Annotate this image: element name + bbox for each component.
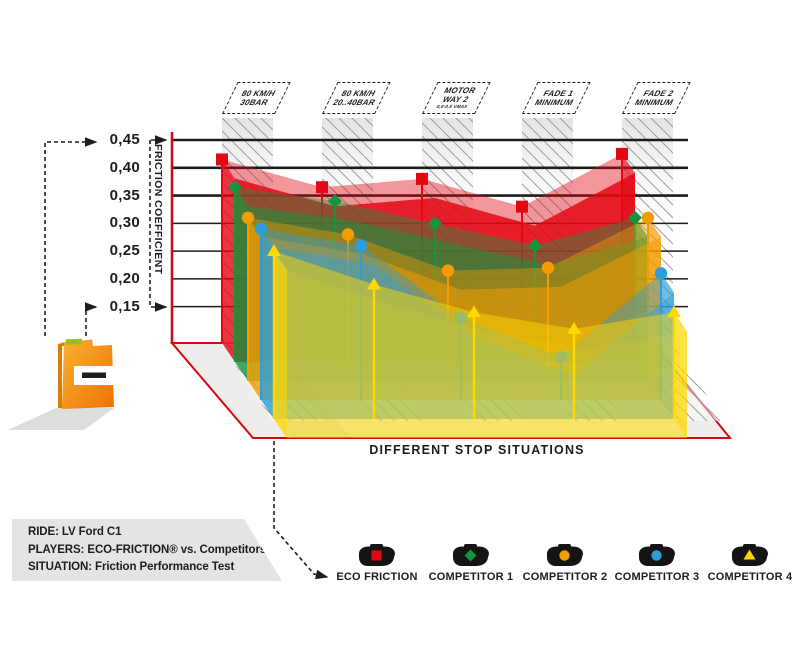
marker-competitor-4-c2	[367, 277, 381, 290]
marker-competitor-2-c5	[641, 211, 655, 224]
folder-tab	[65, 338, 83, 345]
axis-range-dashed-guides	[44, 135, 329, 580]
marker-eco-friction-c3	[416, 172, 428, 185]
marker-competitor-1-c5	[628, 210, 642, 225]
marker-competitor-1-c2	[328, 194, 342, 209]
minus-icon	[82, 372, 106, 378]
series-competitor-4	[267, 244, 687, 438]
marker-competitor-4-c1	[267, 244, 281, 257]
marker-competitor-3-c2	[354, 239, 368, 252]
marker-competitor-4-c4	[567, 321, 581, 334]
ribbon-top-eco-friction	[222, 153, 635, 226]
ribbon-top-competitor-4	[274, 251, 687, 348]
marker-eco-friction-c4	[516, 200, 528, 213]
folder-icon	[8, 338, 116, 430]
marker-competitor-3-c1	[254, 222, 268, 236]
marker-competitor-2-c2	[341, 228, 355, 241]
ribbon-face-competitor-4	[287, 270, 687, 438]
ribbon-top-competitor-1	[235, 187, 648, 265]
marker-competitor-1-c1	[228, 180, 242, 195]
marker-competitor-4-c5	[667, 305, 681, 318]
marker-competitor-4-c3	[467, 305, 481, 318]
legend-connector-dashed-line	[273, 441, 329, 580]
marker-eco-friction-c2	[316, 181, 328, 194]
marker-competitor-2-c3	[441, 264, 455, 277]
marker-competitor-1-c3	[428, 216, 442, 231]
marker-competitor-1-c4	[528, 238, 542, 253]
marker-eco-friction-c5	[616, 147, 628, 160]
marker-eco-friction-c1	[216, 153, 228, 166]
ribbon-top-competitor-3	[261, 228, 674, 376]
marker-competitor-2-c4	[541, 261, 555, 274]
marker-competitor-3-c5	[654, 267, 668, 280]
marker-competitor-2-c1	[241, 211, 255, 224]
